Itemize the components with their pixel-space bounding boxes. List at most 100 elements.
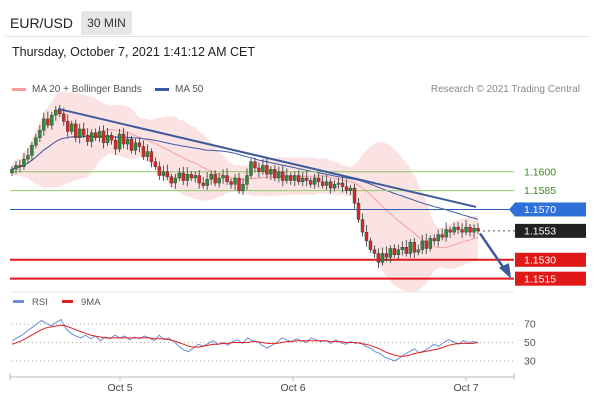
candle	[85, 135, 90, 142]
x-tick-label: Oct 6	[280, 382, 305, 394]
candle	[109, 135, 114, 141]
instrument-title: EUR/USD	[10, 15, 74, 31]
candle	[101, 131, 106, 143]
candle	[66, 121, 70, 132]
candle	[372, 249, 377, 254]
ma20-line	[11, 129, 479, 249]
ma50-swatch	[155, 87, 169, 91]
rsi-series-RSI	[11, 318, 479, 362]
candle	[173, 177, 177, 184]
candle	[34, 137, 38, 146]
candle	[26, 155, 30, 160]
candle	[320, 181, 325, 186]
rsi-swatch	[13, 300, 24, 303]
candle	[42, 118, 46, 131]
candle	[464, 226, 468, 233]
candle	[448, 229, 452, 233]
candle	[257, 167, 261, 172]
x-tick-label: Oct 7	[453, 382, 478, 394]
level-label-1.1530: 1.1530	[524, 254, 556, 266]
candle	[70, 123, 74, 132]
candle	[185, 174, 189, 181]
candle	[221, 175, 225, 179]
level-label-1.1600: 1.1600	[524, 166, 556, 178]
candle	[78, 128, 82, 138]
level-label-1.1585: 1.1585	[524, 185, 556, 197]
chart-datetime: Thursday, October 7, 2021 1:41:12 AM CET	[12, 45, 255, 59]
candle	[141, 146, 146, 157]
legend-ma50: MA 50	[155, 84, 203, 95]
candle	[165, 171, 170, 177]
level-tag-arrow	[509, 202, 515, 217]
candle	[249, 161, 253, 176]
candle	[376, 253, 381, 263]
candle	[253, 161, 257, 169]
rsi-tick-70: 70	[524, 319, 536, 331]
candle	[133, 142, 138, 151]
candle	[356, 202, 361, 220]
level-tag-1.1530	[515, 252, 586, 267]
candle	[197, 175, 201, 184]
candle	[416, 249, 420, 253]
candle	[193, 175, 197, 179]
candle	[424, 240, 428, 249]
timeframe-badge[interactable]: 30 MIN	[81, 11, 132, 35]
candle	[145, 151, 150, 157]
candle	[169, 176, 174, 184]
legend-ma9: 9MA	[81, 297, 101, 308]
candle	[177, 172, 181, 179]
candle	[344, 186, 349, 191]
candle	[432, 238, 436, 242]
candle	[201, 182, 205, 186]
candle	[313, 177, 317, 185]
candle	[22, 158, 26, 167]
candle	[281, 171, 285, 181]
candle	[205, 179, 209, 186]
candle	[50, 114, 54, 126]
candle	[348, 187, 353, 191]
candle	[336, 182, 341, 185]
candle	[444, 229, 448, 238]
level-label-1.1553: 1.1553	[524, 225, 556, 237]
candle	[293, 175, 297, 181]
candle	[58, 109, 62, 115]
candle	[46, 118, 50, 126]
ma9-swatch	[62, 300, 73, 303]
candle	[14, 165, 18, 170]
research-credit: Research © 2021 Trading Central	[430, 84, 580, 95]
candle	[368, 240, 373, 250]
candle	[237, 177, 241, 191]
candle	[18, 165, 22, 167]
candle	[54, 109, 58, 116]
candle	[476, 228, 480, 232]
candle	[93, 132, 98, 138]
candle	[460, 229, 464, 233]
candle	[297, 175, 301, 182]
candle	[81, 128, 86, 136]
rsi-tick-50: 50	[524, 337, 536, 349]
candle	[408, 241, 412, 254]
candle	[316, 177, 321, 182]
candle	[392, 248, 397, 255]
legend-ma20-label: MA 20 + Bollinger Bands	[32, 84, 142, 95]
candle	[97, 131, 102, 138]
candle	[261, 165, 265, 172]
level-tag-1.1515	[515, 271, 586, 286]
forecast-arrow	[478, 232, 507, 271]
candle	[340, 182, 345, 188]
candle	[420, 240, 424, 250]
x-tick-label: Oct 5	[107, 382, 132, 394]
legend-ma20: MA 20 + Bollinger Bands	[12, 84, 142, 95]
candle	[301, 177, 305, 182]
candle	[468, 226, 472, 233]
candle	[305, 177, 309, 181]
candle	[10, 169, 14, 174]
trend-line	[57, 107, 477, 208]
level-tag-1.1570	[515, 202, 586, 217]
candle	[233, 177, 237, 185]
legend-rsi: RSI	[32, 297, 48, 308]
candle	[265, 165, 269, 175]
candle	[113, 140, 118, 150]
candle	[324, 181, 329, 186]
